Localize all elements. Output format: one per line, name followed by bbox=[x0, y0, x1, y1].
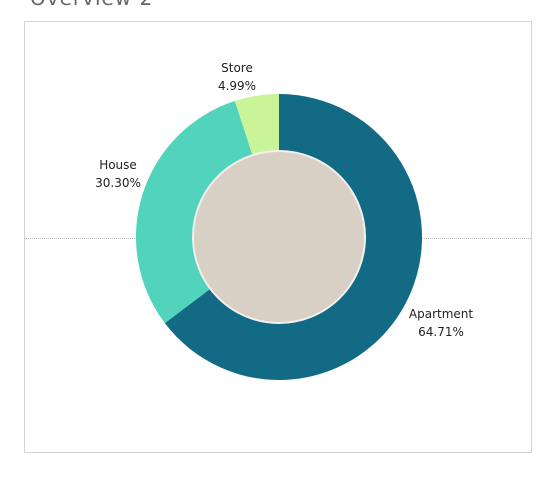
chart-panel: Apartment 64.71% House 30.30% Store 4.99% bbox=[24, 21, 532, 453]
donut-chart: Apartment 64.71% House 30.30% Store 4.99% bbox=[25, 22, 531, 452]
donut-center bbox=[193, 151, 365, 323]
page-title: Overview 2 bbox=[30, 0, 153, 10]
slice-label-store: Store bbox=[221, 61, 253, 75]
slice-label-apartment: Apartment bbox=[409, 307, 473, 321]
slice-value-house: 30.30% bbox=[95, 176, 141, 190]
slice-value-apartment: 64.71% bbox=[418, 325, 464, 339]
slice-value-store: 4.99% bbox=[218, 79, 256, 93]
slice-label-house: House bbox=[99, 158, 137, 172]
